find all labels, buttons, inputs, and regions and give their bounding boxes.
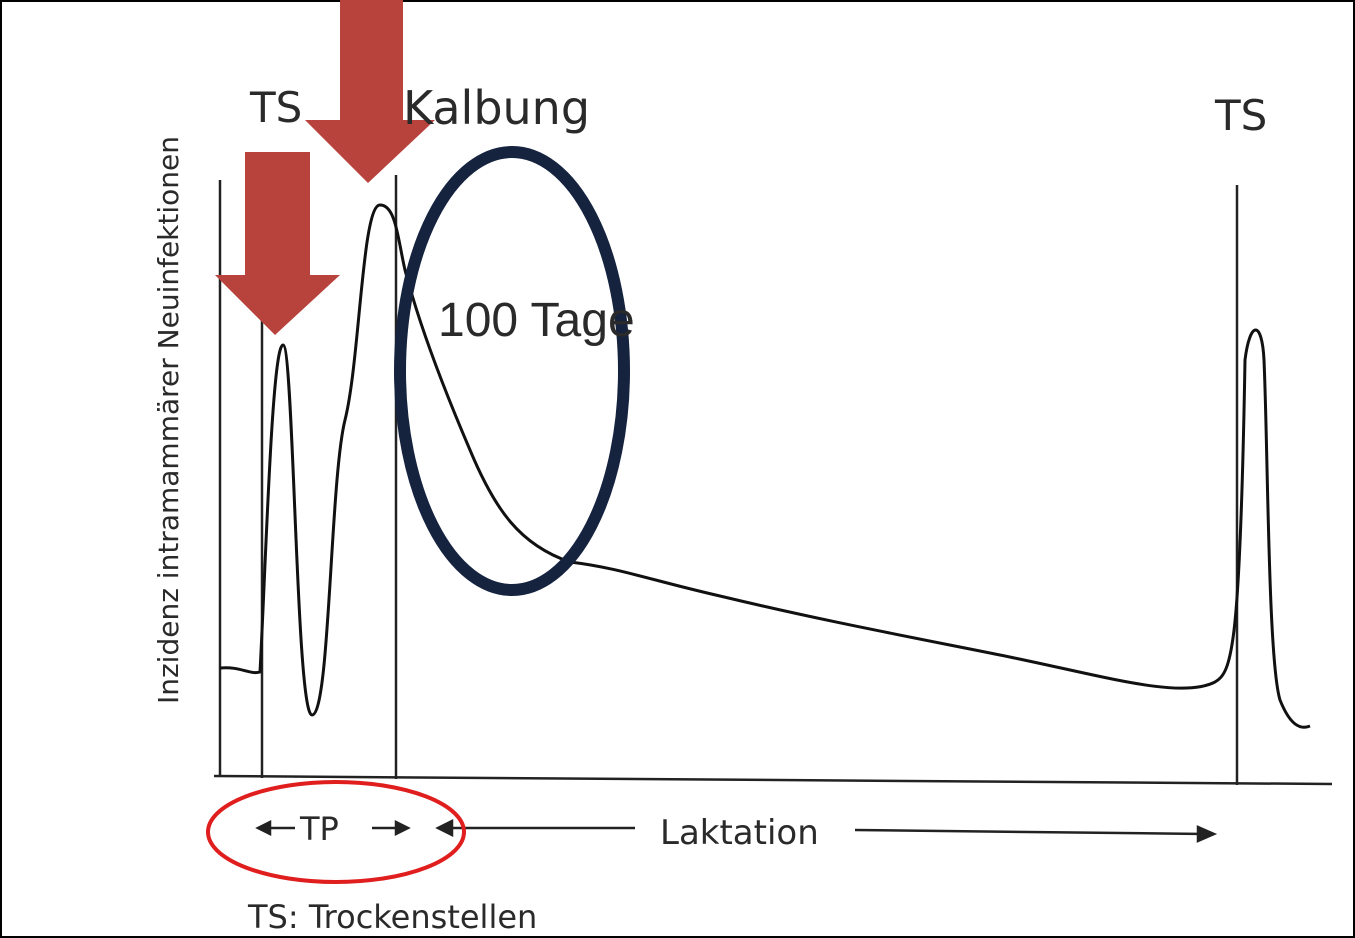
label-ts-left: TS [249,83,302,132]
footnote: TS: Trockenstellen [247,898,537,936]
label-dry-period: TP [299,810,339,848]
arrow-calving [305,0,435,183]
label-days: 100 Tage [438,294,635,347]
incidence-curve [219,203,1311,729]
label-ts-right: TS [1214,91,1267,140]
axes [213,175,1333,786]
y-axis-label: Inzidenz intramammärer Neuinfektionen [152,136,185,704]
label-lactation: Laktation [660,813,819,853]
arrow-dry-off [215,152,340,335]
period-arrows [255,818,1218,843]
x-axis [213,774,1333,786]
highlight-ellipse [394,146,630,596]
label-calving: Kalbung [403,81,590,135]
highlight-dry-period [206,780,466,884]
